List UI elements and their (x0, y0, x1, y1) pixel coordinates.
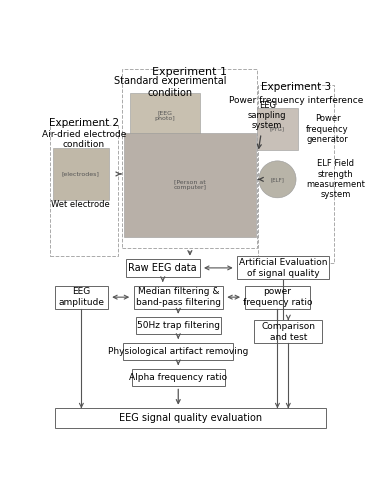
Text: [EEG
photo]: [EEG photo] (155, 110, 176, 121)
Bar (124, 133, 256, 236)
Text: [electrodes]: [electrodes] (62, 172, 100, 176)
Text: EEG
amplitude: EEG amplitude (58, 288, 105, 307)
Text: EEG
sampling
system: EEG sampling system (248, 100, 286, 130)
Text: Alpha frequency ratio: Alpha frequency ratio (129, 372, 227, 382)
Bar (134, 286, 223, 308)
Text: Air-dried electrode
condition: Air-dried electrode condition (42, 130, 126, 149)
Bar (55, 286, 108, 308)
Text: [Person at
computer]: [Person at computer] (173, 180, 206, 190)
Text: Experiment 3: Experiment 3 (261, 82, 331, 92)
Text: power
frequency ratio: power frequency ratio (243, 288, 312, 307)
Text: [ELF]: [ELF] (270, 177, 284, 182)
Bar (55, 408, 326, 428)
Text: Raw EEG data: Raw EEG data (128, 263, 197, 273)
Bar (132, 369, 225, 386)
Bar (257, 108, 298, 150)
Text: Median filtering &
band-pass filtering: Median filtering & band-pass filtering (136, 288, 221, 307)
Bar (254, 320, 323, 344)
Bar (136, 317, 221, 334)
Bar (123, 342, 233, 359)
Bar (244, 286, 310, 308)
Text: Standard experimental
condition: Standard experimental condition (114, 76, 227, 98)
Text: Experiment 1: Experiment 1 (153, 66, 227, 76)
Text: 50Hz trap filtering: 50Hz trap filtering (137, 321, 220, 330)
Bar (122, 69, 257, 248)
Text: Artificial Evaluation
of signal quality: Artificial Evaluation of signal quality (238, 258, 327, 278)
Text: Physiological artifact removing: Physiological artifact removing (108, 346, 248, 356)
Text: EEG signal quality evaluation: EEG signal quality evaluation (119, 413, 262, 423)
Bar (53, 148, 109, 200)
Text: Power
frequency
generator: Power frequency generator (306, 114, 349, 144)
Text: Power frequency interference: Power frequency interference (229, 96, 363, 104)
Circle shape (259, 161, 296, 198)
Bar (49, 126, 118, 256)
Bar (258, 84, 334, 264)
Text: ELF Field
strength
measurement
system: ELF Field strength measurement system (306, 159, 365, 200)
Text: Wet electrode: Wet electrode (51, 200, 110, 209)
Text: Experiment 2: Experiment 2 (49, 118, 119, 128)
Text: Comparison
and test: Comparison and test (261, 322, 315, 342)
Bar (126, 258, 199, 277)
Bar (130, 93, 200, 138)
Text: [PFG]: [PFG] (270, 127, 285, 132)
Bar (237, 256, 328, 280)
